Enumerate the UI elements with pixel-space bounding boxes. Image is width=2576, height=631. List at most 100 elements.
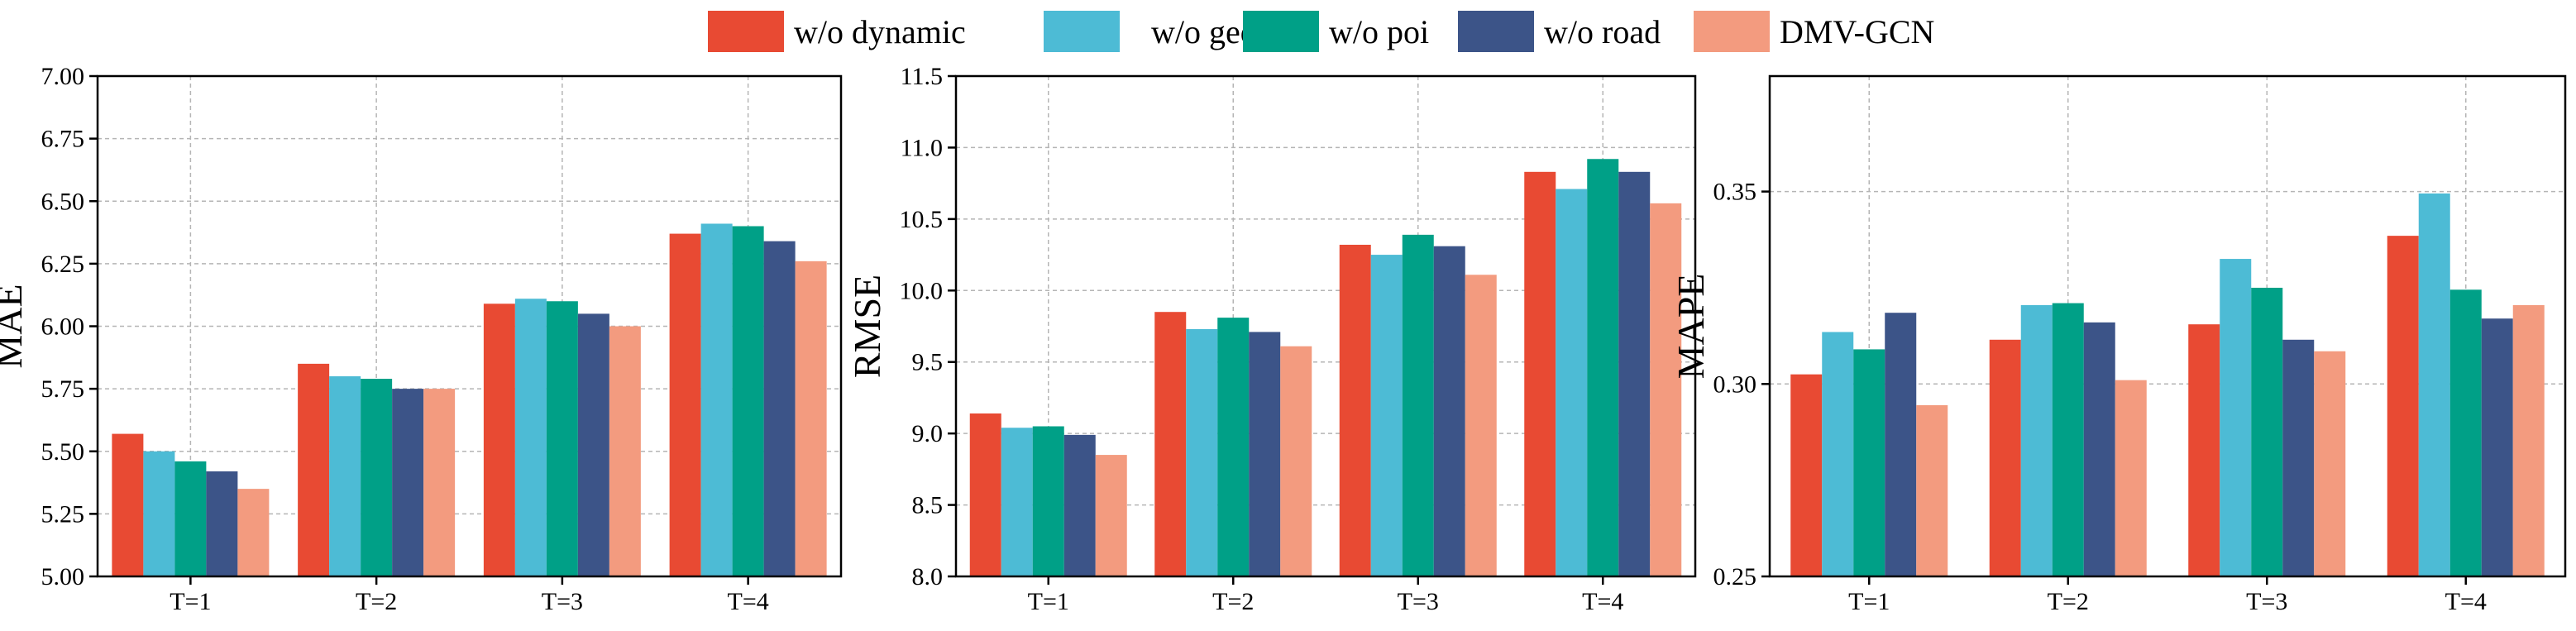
y-tick-label: 10.0	[900, 277, 944, 304]
bar-w-o-dynamic-T1	[1790, 374, 1823, 576]
x-tick-label: T=1	[1848, 588, 1890, 615]
bar-w-o-road-T2	[2083, 322, 2115, 576]
bar-w-o-poi-T1	[174, 461, 207, 576]
x-tick-label: T=4	[2445, 588, 2487, 615]
legend-item-w-o-road: w/o road	[1458, 7, 1661, 56]
bar-w-o-dynamic-T4	[669, 233, 701, 576]
y-tick-label: 8.0	[912, 563, 944, 590]
bar-w-o-dynamic-T3	[483, 304, 515, 576]
bar-w-o-dynamic-T1	[112, 433, 144, 576]
bar-w-o-dynamic-T2	[1989, 339, 2021, 576]
y-tick-label: 10.5	[900, 206, 944, 233]
bar-w-o-road-T1	[1063, 434, 1096, 576]
bar-dmv-gcn-T2	[423, 389, 456, 576]
y-tick-label: 0.35	[1713, 179, 1757, 206]
bar-w-o-poi-T3	[546, 301, 578, 576]
legend-item-w-o-dynamic: w/o dynamic	[708, 7, 966, 56]
bar-w-o-poi-T1	[1853, 349, 1885, 576]
legend-label: DMV-GCN	[1780, 12, 1935, 50]
legend-label: w/o road	[1544, 12, 1661, 50]
bar-w-o-poi-T3	[2251, 287, 2283, 576]
y-tick-label: 5.75	[41, 375, 85, 403]
bar-dmv-gcn-T1	[1916, 404, 1948, 576]
bar-w-o-road-T2	[1249, 332, 1281, 576]
bar-w-o-road-T1	[1885, 313, 1917, 576]
y-tick-label: 5.50	[41, 438, 85, 466]
legend-label: w/o poi	[1329, 12, 1430, 50]
bar-w-o-geo-T4	[2418, 193, 2450, 576]
bar-w-o-geo-T4	[700, 223, 733, 576]
legend-swatch	[1458, 11, 1534, 52]
y-tick-label: 5.00	[41, 563, 85, 590]
bar-w-o-geo-T2	[1186, 328, 1218, 576]
bar-dmv-gcn-T1	[237, 489, 270, 576]
plot-frame	[1768, 74, 2567, 578]
y-tick-label: 8.5	[912, 492, 944, 519]
bar-w-o-dynamic-T4	[1524, 171, 1556, 577]
bar-w-o-geo-T4	[1556, 189, 1588, 577]
x-tick-label: T=2	[356, 588, 397, 615]
y-tick-label: 0.25	[1713, 563, 1757, 590]
bar-w-o-dynamic-T1	[969, 413, 1001, 576]
bar-w-o-geo-T3	[1370, 255, 1403, 576]
bar-w-o-poi-T2	[2052, 303, 2084, 576]
bar-dmv-gcn-T2	[2115, 380, 2147, 576]
bar-w-o-dynamic-T3	[2188, 324, 2220, 576]
legend-swatch	[708, 11, 784, 52]
y-tick-label: 0.30	[1713, 370, 1757, 398]
bar-w-o-geo-T1	[143, 451, 175, 576]
y-tick-label: 7.00	[41, 63, 85, 90]
bar-w-o-road-T3	[1433, 246, 1465, 576]
bar-dmv-gcn-T1	[1095, 455, 1127, 576]
bar-w-o-road-T3	[2282, 339, 2315, 576]
legend-label: w/o dynamic	[794, 12, 966, 50]
y-tick-label: 9.0	[912, 420, 944, 447]
bar-w-o-geo-T2	[329, 376, 361, 576]
bar-w-o-road-T1	[206, 471, 238, 576]
bar-w-o-poi-T4	[732, 226, 764, 576]
bar-w-o-geo-T3	[2220, 259, 2252, 576]
y-axis-label: MAPE	[1670, 274, 1712, 380]
legend-item-w-o-poi: w/o poi	[1243, 7, 1429, 56]
bar-w-o-geo-T3	[514, 299, 547, 576]
y-tick-label: 11.5	[901, 63, 943, 90]
bar-w-o-geo-T1	[1822, 332, 1854, 576]
x-tick-label: T=1	[1028, 588, 1069, 615]
y-tick-label: 5.25	[41, 500, 85, 528]
y-tick-label: 9.5	[912, 349, 944, 376]
bar-w-o-dynamic-T4	[2387, 236, 2419, 576]
bar-w-o-road-T4	[2481, 318, 2513, 576]
bar-w-o-poi-T2	[361, 379, 393, 576]
bar-w-o-poi-T4	[2449, 289, 2482, 576]
bar-w-o-road-T2	[392, 389, 424, 576]
y-tick-label: 11.0	[901, 134, 943, 161]
bar-w-o-geo-T1	[1001, 428, 1033, 576]
bar-dmv-gcn-T2	[1280, 346, 1312, 576]
bar-w-o-road-T4	[1618, 171, 1651, 577]
bar-w-o-poi-T4	[1587, 159, 1619, 576]
x-tick-label: T=1	[170, 588, 211, 615]
x-tick-label: T=4	[1582, 588, 1623, 615]
y-tick-label: 6.50	[41, 188, 85, 215]
bar-w-o-poi-T1	[1032, 426, 1064, 576]
bar-dmv-gcn-T4	[2512, 304, 2545, 576]
bar-w-o-road-T4	[763, 241, 796, 576]
y-tick-label: 6.75	[41, 126, 85, 153]
bar-w-o-dynamic-T3	[1339, 244, 1371, 576]
bar-w-o-geo-T2	[2020, 304, 2053, 576]
legend-swatch	[1694, 11, 1770, 52]
plot-frame	[954, 74, 1697, 578]
legend: w/o dynamic w/o geo w/o poi w/o road DMV…	[0, 0, 2576, 63]
y-axis-label: RMSE	[846, 275, 888, 378]
x-tick-label: T=3	[542, 588, 583, 615]
legend-item-w-o-geo: w/o geo	[1044, 7, 1257, 56]
bar-w-o-dynamic-T2	[298, 363, 330, 576]
legend-swatch	[1243, 11, 1319, 52]
chart-rmse: 8.0 8.5 9.0 9.5 10.0 10.5 11.0 11.5 T=1 T=2 T=3 T=4…	[846, 63, 1697, 615]
bar-dmv-gcn-T3	[2314, 351, 2346, 576]
x-tick-label: T=2	[2048, 588, 2089, 615]
bar-dmv-gcn-T3	[609, 326, 641, 576]
bar-w-o-poi-T3	[1402, 234, 1434, 576]
bar-w-o-poi-T2	[1217, 318, 1250, 576]
